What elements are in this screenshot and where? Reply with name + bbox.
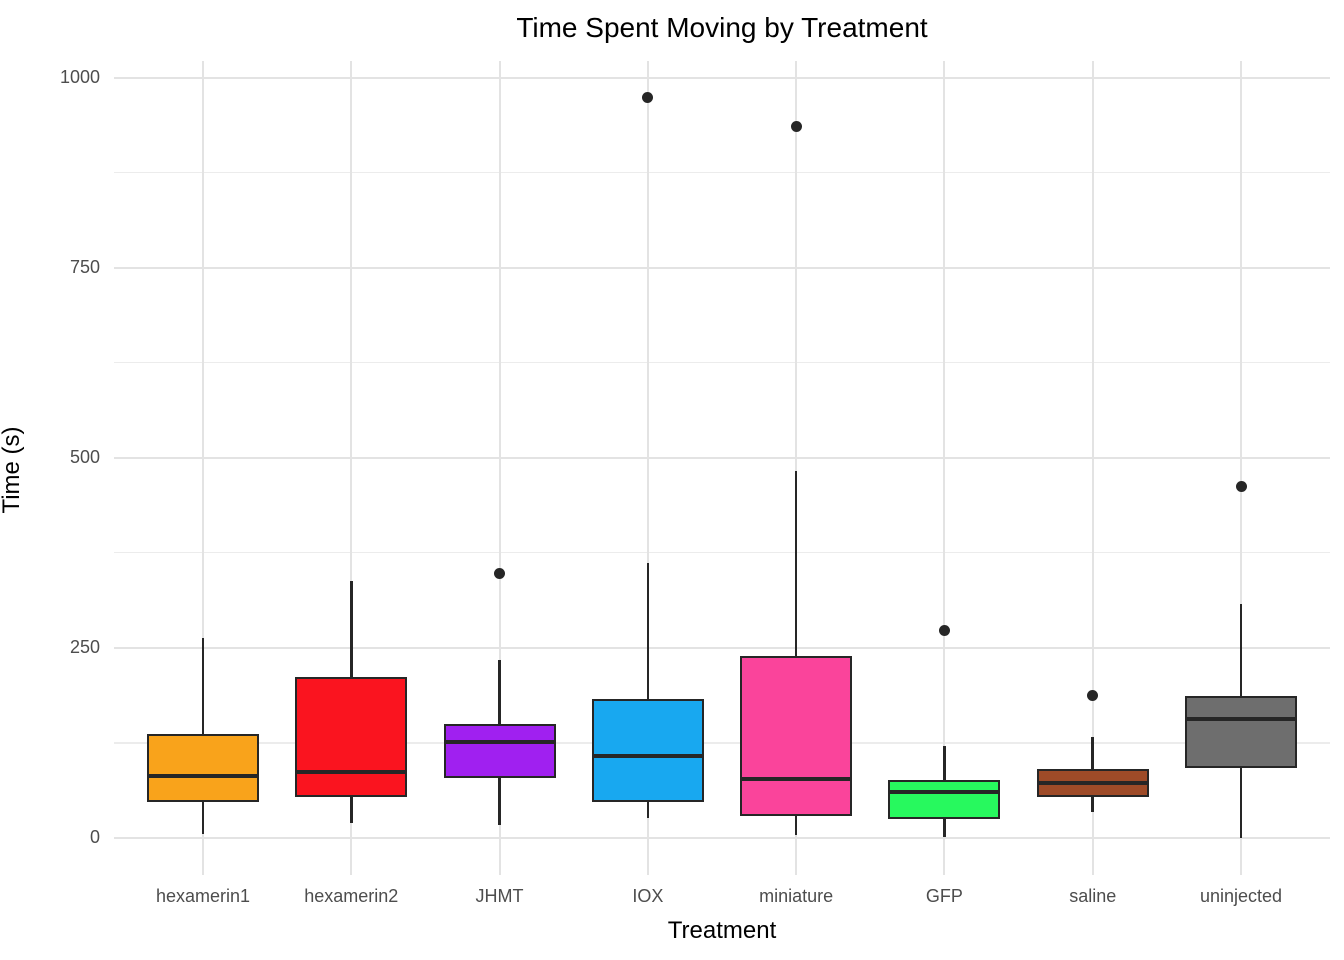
major-gridline: [114, 836, 1330, 839]
median-line: [148, 774, 257, 779]
minor-gridline: [114, 361, 1330, 364]
chart-title: Time Spent Moving by Treatment: [516, 12, 928, 43]
minor-gridline: [114, 171, 1330, 174]
category-gridline: [646, 61, 649, 875]
y-tick-label: 0: [89, 827, 100, 848]
plot-panel: [114, 61, 1330, 875]
category-gridline: [350, 61, 353, 875]
minor-gridline: [114, 551, 1330, 554]
outlier-point: [642, 91, 654, 103]
outlier-point: [1087, 690, 1099, 702]
median-line: [297, 769, 406, 774]
category-gridline: [943, 61, 946, 875]
y-tick-label: 500: [69, 447, 100, 468]
category-gridline: [795, 61, 798, 875]
y-tick-label: 1000: [59, 67, 100, 88]
x-tick-label: GFP: [925, 886, 963, 906]
major-gridline: [114, 76, 1330, 79]
box-IOX: [591, 699, 704, 803]
category-gridline: [1091, 61, 1094, 875]
major-gridline: [114, 646, 1330, 649]
box-hexamerin1: [146, 733, 259, 803]
box-GFP: [888, 779, 1001, 819]
median-line: [742, 777, 851, 782]
x-tick-label: miniature: [759, 886, 834, 906]
major-gridline: [114, 266, 1330, 269]
x-tick-label: uninjected: [1199, 886, 1283, 906]
x-tick-label: hexamerin2: [304, 886, 399, 906]
x-tick-label: saline: [1069, 886, 1117, 906]
y-tick-label: 250: [69, 637, 100, 658]
x-tick-label: JHMT: [475, 886, 524, 906]
x-axis-title: Treatment: [667, 917, 777, 944]
whisker-line: [646, 562, 650, 818]
median-line: [890, 790, 999, 795]
median-line: [1038, 781, 1147, 786]
box-JHMT: [443, 723, 556, 779]
median-line: [445, 740, 554, 745]
box-miniature: [740, 656, 853, 816]
y-axis-title: Time (s): [0, 426, 25, 514]
y-tick-label: 750: [69, 257, 100, 278]
category-gridline: [201, 61, 204, 875]
median-line: [593, 753, 702, 758]
outlier-point: [1235, 481, 1247, 493]
median-line: [1187, 717, 1296, 722]
category-gridline: [1240, 61, 1243, 875]
outlier-point: [938, 624, 950, 636]
minor-gridline: [114, 742, 1330, 744]
major-gridline: [114, 456, 1330, 459]
box-uninjected: [1185, 696, 1298, 768]
outlier-point: [494, 567, 506, 579]
outlier-point: [790, 120, 802, 132]
box-hexamerin2: [295, 676, 408, 798]
category-gridline: [498, 61, 501, 875]
x-tick-label: IOX: [632, 886, 664, 906]
whisker-line: [794, 470, 798, 835]
box-saline: [1036, 769, 1149, 798]
x-tick-label: hexamerin1: [155, 886, 250, 906]
